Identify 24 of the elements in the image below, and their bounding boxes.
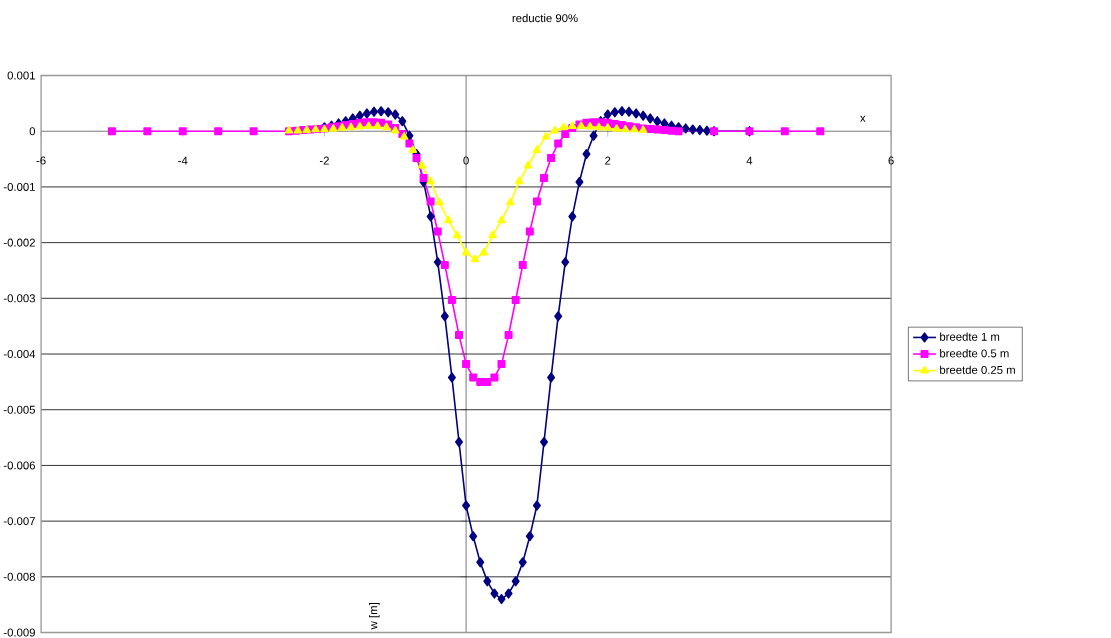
x-tick-label: 6 <box>888 156 894 165</box>
x-tick-label: -4 <box>178 156 188 165</box>
y-tick-label: 0.001 <box>7 71 35 80</box>
x-tick-label: 2 <box>605 156 611 165</box>
chart-title: reductie 90% <box>512 13 578 23</box>
y-tick-label: -0.005 <box>3 405 36 414</box>
x-axis-title: x <box>860 115 866 122</box>
y-tick-label: -0.006 <box>3 461 35 470</box>
legend-label: breedte 1 m <box>940 332 1000 341</box>
x-tick-label: -6 <box>36 156 46 165</box>
y-tick-label: 0 <box>29 127 36 136</box>
y-tick-label: -0.002 <box>3 238 35 247</box>
x-tick-label: 0 <box>463 156 469 165</box>
x-tick-label: 4 <box>746 156 753 165</box>
y-tick-label: -0.008 <box>3 572 35 581</box>
y-axis-title: w [m] <box>369 603 380 630</box>
y-tick-label: -0.007 <box>3 517 35 526</box>
legend-label: breetde 0.25 m <box>940 365 1015 375</box>
y-tick-label: -0.003 <box>3 294 35 303</box>
x-tick-label: -2 <box>319 156 329 165</box>
y-tick-label: -0.009 <box>3 628 35 637</box>
y-tick-label: -0.004 <box>3 350 36 359</box>
y-tick-label: -0.001 <box>3 182 35 191</box>
legend-label: breedte 0.5 m <box>940 349 1009 358</box>
